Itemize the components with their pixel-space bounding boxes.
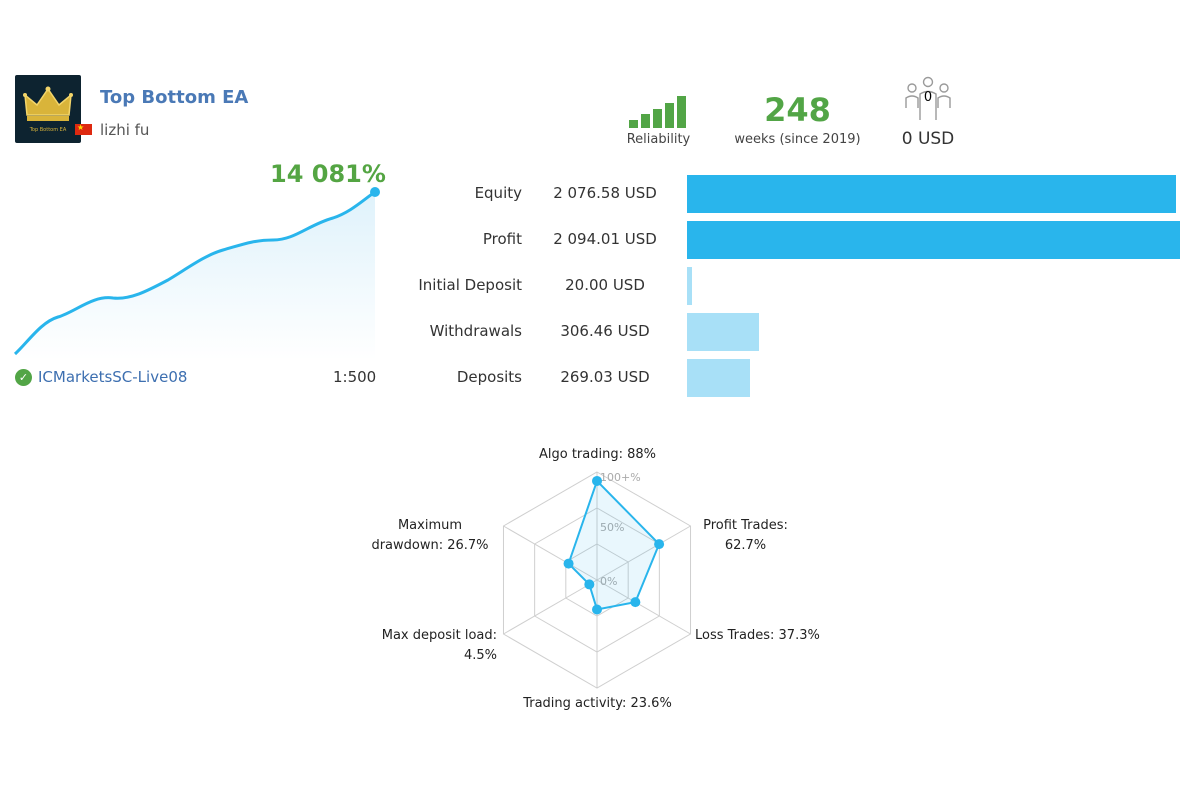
balance-value-profit: 2 094.01 USD [553,230,657,248]
radar-axis-label-5: Max deposit load: 4.5% [345,626,497,666]
balance-bar-profit [687,221,1180,259]
balance-label-initial-deposit: Initial Deposit [418,276,522,294]
radar-axis-label-1: Algo trading: 88% [480,445,715,465]
radar-axis-label-line: 62.7% [724,538,767,553]
subscribers-funds: 0 USD [901,129,955,149]
radar-point-6 [563,558,574,569]
radar-axis-label-line: Trading activity: 23.6% [523,696,672,711]
radar-chart: 100+% 50% 0% [502,471,692,689]
growth-area [15,192,375,360]
leverage: 1:500 [333,368,377,386]
balance-label-equity: Equity [474,184,522,202]
balance-bar-deposits [687,359,751,397]
radar-scale-label: 100+% [600,471,641,484]
radar-point-4 [592,604,602,615]
radar-point-3 [630,597,641,608]
radar-axis-label-line: Algo trading: 88% [538,447,656,462]
balance-label-profit: Profit [482,230,522,248]
balance-value-deposits: 269.03 USD [560,368,650,386]
growth-line [13,190,376,356]
reliability-label: Reliability [626,132,691,147]
balance-value-equity: 2 076.58 USD [553,184,657,202]
radar-axis-label-2: Profit Trades: 62.7% [693,516,798,556]
balance-bar-equity [687,175,1176,213]
logo-text: Top Bottom EA [29,127,67,133]
signal-logo[interactable]: Top Bottom EA [15,75,81,143]
radar-spoke [503,525,598,581]
radar-spoke [596,579,691,635]
reliability-bars-icon [629,96,689,128]
balance-value-withdrawals: 306.46 USD [560,322,650,340]
balance-label-withdrawals: Withdrawals [429,322,522,340]
balance-value-initial-deposit: 20.00 USD [565,276,645,294]
radar-axis-label-line: drawdown: 26.7% [371,538,489,553]
signal-name[interactable]: Top Bottom EA [100,87,249,108]
radar-axis-label-line: Maximum [397,518,463,533]
radar-axis-label-line: Profit Trades: [703,518,788,533]
weeks-label: weeks (since 2019) [734,132,861,147]
radar-series [563,475,665,615]
author-name[interactable]: lizhi fu [100,121,150,139]
growth-value: 14 081% [270,160,386,188]
radar-axis-label-6: Maximum drawdown: 26.7% [360,516,500,556]
radar-spoke [503,579,598,635]
subscribers-icon [905,76,951,120]
radar-axis-label-4: Trading activity: 23.6% [480,694,715,714]
balance-label-deposits: Deposits [456,368,522,386]
crown-icon: Top Bottom EA [23,86,73,133]
radar-point-1 [592,475,602,486]
china-flag-icon: ★ [75,123,92,135]
radar-grid: 100+% 50% 0% [502,471,692,689]
radar-point-2 [654,539,665,550]
radar-point-5 [584,579,595,590]
verified-check-icon: ✓ [15,369,32,386]
radar-spoke [596,525,691,581]
growth-endpoint [370,187,380,197]
weeks-value: 248 [764,91,831,129]
balance-bar-initial-deposit [687,267,692,305]
subscribers-count: 0 [923,90,933,105]
radar-scale-label: 50% [600,521,624,534]
balance-bar-withdrawals [687,313,760,351]
radar-axis-label-line: Loss Trades: 37.3% [695,628,820,643]
growth-chart[interactable] [13,170,383,360]
radar-scale-label: 0% [600,575,617,588]
radar-axis-label-line: Max deposit load: [381,628,497,643]
radar-axis-label-line: 4.5% [463,648,497,663]
broker-server[interactable]: ICMarketsSC-Live08 [38,368,188,386]
radar-axis-label-3: Loss Trades: 37.3% [695,626,835,646]
